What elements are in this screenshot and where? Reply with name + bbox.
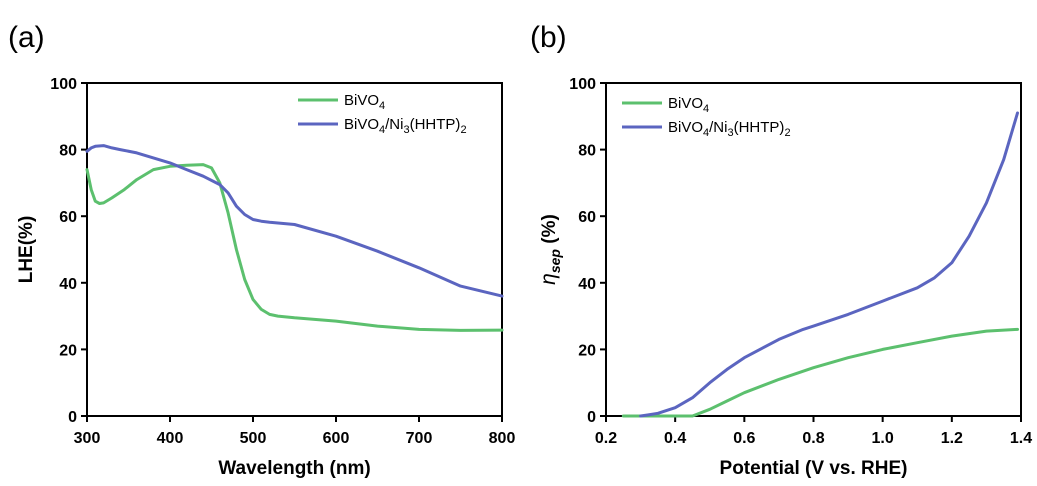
legend-text-part: /Ni [709, 119, 727, 136]
panel-b-legend-label: BiVO4/Ni3(HHTP)2 [668, 119, 791, 139]
panel-b-y-tick-label: 80 [578, 143, 596, 160]
panel-b-y-axis-unit: (%) [539, 214, 560, 249]
panel-b-y-tick-label: 100 [569, 76, 596, 93]
panel-a-legend-label: BiVO4/Ni3(HHTP)2 [344, 116, 467, 136]
panel-a-x-axis-title: Wavelength (nm) [218, 458, 370, 479]
panel-a-y-tick-label: 80 [59, 143, 77, 160]
panel-a-y-tick-label: 60 [59, 209, 77, 226]
legend-text-part: (HHTP) [410, 116, 461, 133]
panel-a-x-tick-label: 400 [157, 430, 184, 447]
panel-b-y-tick-label: 0 [587, 409, 596, 426]
panel-b-x-tick-label: 0.8 [802, 430, 824, 447]
legend-subscript: 4 [379, 100, 385, 112]
legend-subscript: 3 [727, 127, 733, 139]
panel-b-x-tick-label: 1.2 [941, 430, 963, 447]
panel-a-y-tick-label: 40 [59, 276, 77, 293]
legend-text-part: BiVO [668, 95, 703, 112]
panel-a-x-tick-label: 800 [489, 430, 516, 447]
panel-a-legend-label: BiVO4 [344, 92, 385, 112]
legend-text-part: (HHTP) [734, 119, 785, 136]
panel-a-y-tick-label: 100 [50, 76, 77, 93]
panel-a-letter: (a) [8, 21, 45, 54]
panel-b-x-tick-label: 0.4 [664, 430, 686, 447]
panel-a-axes-frame [86, 82, 503, 417]
panel-a-x-tick-label: 300 [74, 430, 101, 447]
panel-a-series-line-bivo4-ni3-hhtp2 [85, 144, 504, 298]
legend-subscript: 4 [703, 127, 709, 139]
panel-b-y-tick-label: 20 [578, 342, 596, 359]
panel-b-x-tick-label: 1.4 [1010, 430, 1032, 447]
panel-b-series-line-bivo4-ni3-hhtp2 [639, 111, 1019, 418]
panel-a-x-tick-label: 600 [323, 430, 350, 447]
panel-a: (a) 300 400 500 600 700 800 0 20 40 60 80 100 Wavelen… [8, 21, 515, 479]
panel-a-y-tick-label: 20 [59, 342, 77, 359]
legend-subscript: 4 [703, 103, 709, 115]
legend-text-part: BiVO [668, 119, 703, 136]
panel-a-y-tick-label: 0 [68, 409, 77, 426]
panel-a-y-axis-title: LHE(%) [16, 216, 37, 284]
panel-b-x-tick-label: 0.2 [595, 430, 617, 447]
panel-b-x-tick-label: 1.0 [872, 430, 894, 447]
panel-b-x-axis-title: Potential (V vs. RHE) [720, 458, 908, 479]
panel-b-legend-label: BiVO4 [668, 95, 709, 115]
legend-text-part: BiVO [344, 92, 379, 109]
panel-a-x-tick-label: 700 [406, 430, 433, 447]
panel-b-y-axis-subscript: sep [547, 249, 563, 274]
panel-b-series-line-bivo4 [621, 327, 1019, 418]
panel-a-series-line-bivo4 [85, 163, 504, 332]
panel-b-y-axis-title: ηsep (%) [537, 214, 563, 285]
legend-text-part: BiVO [344, 116, 379, 133]
panel-b-x-tick-label: 0.6 [733, 430, 755, 447]
panel-b-letter: (b) [530, 21, 567, 54]
panel-b-y-tick-label: 60 [578, 209, 596, 226]
legend-subscript: 3 [403, 124, 409, 136]
panel-a-x-tick-label: 500 [240, 430, 267, 447]
panel-b-y-tick-label: 40 [578, 276, 596, 293]
panel-b: (b) 0.2 0.4 0.6 0.8 1.0 1.2 1.4 0 20 40 60 80 100 Pote… [530, 21, 1032, 479]
legend-subscript: 2 [784, 127, 790, 139]
panel-b-y-axis-symbol: η [537, 273, 560, 285]
legend-subscript: 2 [460, 124, 466, 136]
legend-text-part: /Ni [385, 116, 403, 133]
legend-subscript: 4 [379, 124, 385, 136]
